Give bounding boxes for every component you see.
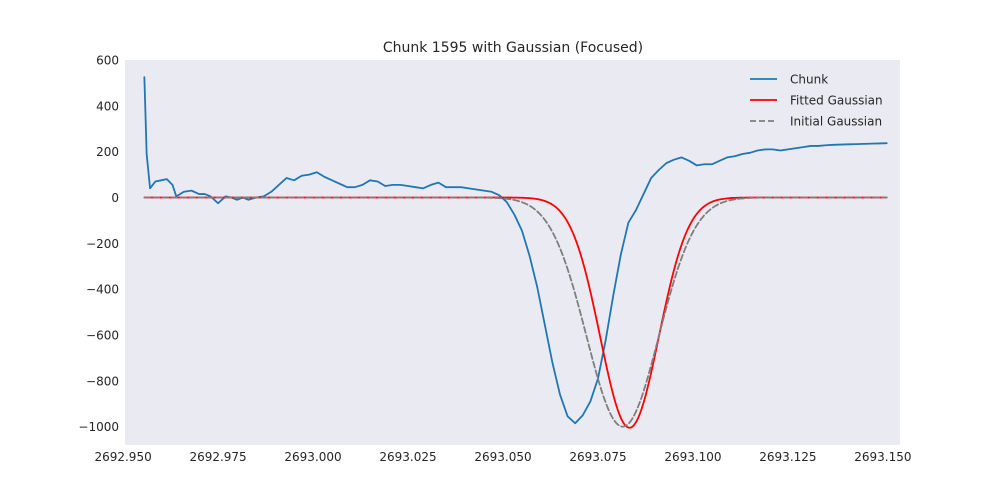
x-tick-label: 2693.100 [664, 450, 721, 464]
plot-area [125, 60, 900, 445]
y-tick-label: −1000 [78, 420, 119, 434]
legend-label-fitted-gaussian: Fitted Gaussian [790, 94, 883, 108]
legend-label-chunk: Chunk [790, 73, 828, 87]
y-tick-label: 200 [96, 145, 119, 159]
y-axis: 600 400 200 0 −200 −400 −600 −800 −1000 [78, 54, 119, 435]
x-tick-label: 2693.050 [474, 450, 531, 464]
series-line-initial-gaussian [143, 196, 888, 428]
x-tick-label: 2693.150 [854, 450, 911, 464]
legend-label-initial-gaussian: Initial Gaussian [790, 115, 882, 129]
y-tick-label: 0 [111, 191, 119, 205]
y-tick-label: −400 [86, 283, 119, 297]
x-tick-label: 2692.975 [189, 450, 246, 464]
x-tick-label: 2692.950 [94, 450, 151, 464]
x-tick-label: 2693.075 [569, 450, 626, 464]
y-tick-label: 600 [96, 54, 119, 68]
legend: Chunk Fitted Gaussian Initial Gaussian [750, 73, 883, 129]
x-tick-label: 2693.125 [759, 450, 816, 464]
chart-title: Chunk 1595 with Gaussian (Focused) [383, 40, 643, 56]
series-layer [143, 76, 888, 429]
y-tick-label: −600 [86, 329, 119, 343]
y-tick-label: −800 [86, 374, 119, 388]
x-tick-label: 2693.025 [379, 450, 436, 464]
y-tick-label: 400 [96, 99, 119, 113]
x-tick-label: 2693.000 [284, 450, 341, 464]
y-tick-label: −200 [86, 237, 119, 251]
x-axis: 2692.950 2692.975 2693.000 2693.025 2693.050… [94, 450, 911, 464]
